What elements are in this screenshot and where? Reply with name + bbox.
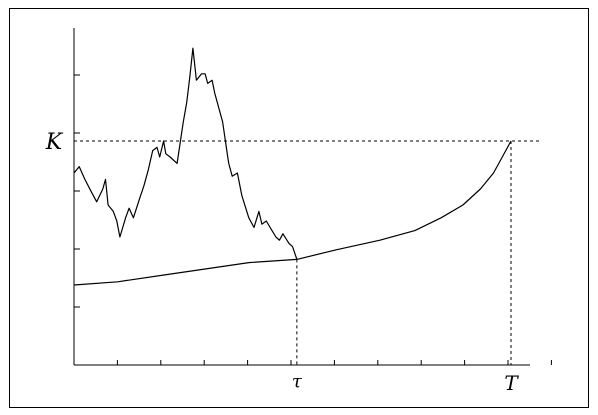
axes xyxy=(73,28,552,366)
boundary-curve xyxy=(73,140,512,286)
guide-lines xyxy=(74,140,541,365)
level-label: K xyxy=(45,130,64,155)
axis-labels: K τ T xyxy=(45,130,520,395)
stopping-time-label: τ xyxy=(292,371,303,392)
series-group xyxy=(73,47,512,286)
maturity-label: T xyxy=(504,371,519,395)
price-path xyxy=(73,47,298,260)
figure-frame xyxy=(9,8,589,408)
